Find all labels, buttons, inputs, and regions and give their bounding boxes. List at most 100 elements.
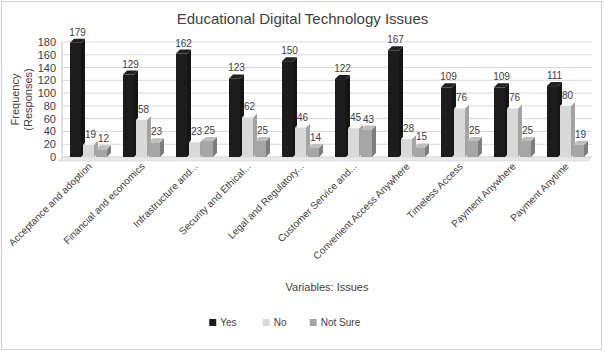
data-label: 12 bbox=[98, 133, 110, 144]
y-axis-title-line: (Responses) bbox=[22, 68, 34, 130]
data-label: 19 bbox=[85, 129, 97, 140]
bar-front bbox=[494, 87, 505, 157]
y-tick-label: 120 bbox=[38, 74, 56, 86]
bar-front bbox=[507, 108, 518, 157]
y-axis-title: Frequency(Responses) bbox=[9, 68, 34, 130]
bar-side bbox=[372, 126, 376, 157]
bar-top bbox=[282, 57, 297, 61]
data-label: 179 bbox=[69, 27, 86, 38]
data-label: 19 bbox=[575, 129, 587, 140]
grid-line bbox=[62, 67, 592, 68]
bar bbox=[467, 137, 482, 157]
x-tick-label: Payment Anytime bbox=[508, 160, 571, 223]
bar-front bbox=[335, 79, 346, 157]
legend-swatch bbox=[209, 319, 216, 326]
bar-top bbox=[414, 143, 429, 147]
bar bbox=[414, 143, 429, 157]
bar-front bbox=[560, 106, 571, 157]
bar-top bbox=[202, 137, 217, 141]
bar-front bbox=[136, 120, 147, 157]
bar-side bbox=[187, 50, 191, 158]
legend-label: Yes bbox=[220, 317, 236, 328]
data-label: 23 bbox=[191, 126, 203, 137]
data-label: 76 bbox=[509, 92, 521, 103]
data-label: 58 bbox=[138, 104, 150, 115]
bar bbox=[441, 83, 456, 157]
y-tick-label: 60 bbox=[44, 113, 56, 125]
bar-top bbox=[401, 135, 416, 139]
bar-front bbox=[282, 61, 293, 157]
bar-top bbox=[189, 138, 204, 142]
bar-front bbox=[229, 78, 240, 157]
grid-line bbox=[62, 42, 592, 43]
bar-front bbox=[295, 128, 306, 157]
bar-front bbox=[441, 87, 452, 157]
data-label: 109 bbox=[440, 71, 457, 82]
y-tick-label: 180 bbox=[38, 36, 56, 48]
bar-front bbox=[547, 86, 558, 157]
bar bbox=[494, 83, 509, 157]
data-label: 46 bbox=[297, 112, 309, 123]
data-label: 62 bbox=[244, 101, 256, 112]
bar-top bbox=[229, 74, 244, 78]
bar-front bbox=[467, 141, 478, 157]
bar-front bbox=[176, 54, 187, 158]
x-tick-label: Timeless Access bbox=[405, 161, 465, 221]
bar-top bbox=[467, 137, 482, 141]
bar bbox=[507, 104, 522, 157]
y-axis-line bbox=[62, 42, 63, 157]
bar bbox=[136, 116, 151, 157]
x-tick-label: Payment Anywhere bbox=[449, 160, 518, 229]
bar bbox=[70, 39, 85, 157]
bar bbox=[83, 141, 98, 157]
bars bbox=[70, 39, 588, 157]
data-label: 167 bbox=[387, 34, 404, 45]
bar-top bbox=[136, 116, 151, 120]
bar bbox=[308, 144, 323, 157]
bar-front bbox=[242, 117, 253, 157]
bar-top bbox=[295, 124, 310, 128]
chart-frame bbox=[1, 1, 602, 350]
data-label: 123 bbox=[228, 62, 245, 73]
data-label: 28 bbox=[403, 123, 415, 134]
bar-front bbox=[348, 128, 359, 157]
x-tick-label: Acceptance and adoption bbox=[6, 161, 94, 249]
legend-swatch bbox=[263, 319, 270, 326]
bar-top bbox=[335, 75, 350, 79]
bar-front bbox=[255, 141, 266, 157]
bar-top bbox=[83, 141, 98, 145]
y-tick-label: 140 bbox=[38, 62, 56, 74]
y-tick-label: 100 bbox=[38, 87, 56, 99]
bar-front bbox=[401, 139, 412, 157]
bar-top bbox=[96, 145, 111, 149]
data-label: 43 bbox=[363, 114, 375, 125]
bar-top bbox=[547, 82, 562, 86]
bar-top bbox=[454, 104, 469, 108]
bar-top bbox=[308, 144, 323, 148]
data-label: 109 bbox=[493, 71, 510, 82]
bar-top bbox=[520, 137, 535, 141]
bar bbox=[348, 124, 363, 157]
bar-top bbox=[507, 104, 522, 108]
x-axis-title: Variables: Issues bbox=[286, 281, 369, 293]
legend: Yes No Not Sure bbox=[209, 317, 360, 328]
bar-front bbox=[454, 108, 465, 157]
legend-label: Not Sure bbox=[321, 317, 361, 328]
bar-front bbox=[414, 147, 425, 157]
bar-front bbox=[83, 145, 94, 157]
bar bbox=[176, 50, 191, 158]
bar bbox=[573, 141, 588, 157]
bar-top bbox=[70, 39, 85, 43]
bar-front bbox=[189, 142, 200, 157]
data-label: 150 bbox=[281, 45, 298, 56]
bar bbox=[388, 46, 403, 157]
y-tick-label: 160 bbox=[38, 49, 56, 61]
data-label: 14 bbox=[310, 132, 322, 143]
bar-front bbox=[573, 145, 584, 157]
y-tick-label: 80 bbox=[44, 100, 56, 112]
grid-line bbox=[62, 80, 592, 81]
bar-front bbox=[308, 148, 319, 157]
bar bbox=[123, 71, 138, 157]
legend-label: No bbox=[274, 317, 287, 328]
bar bbox=[560, 102, 575, 157]
